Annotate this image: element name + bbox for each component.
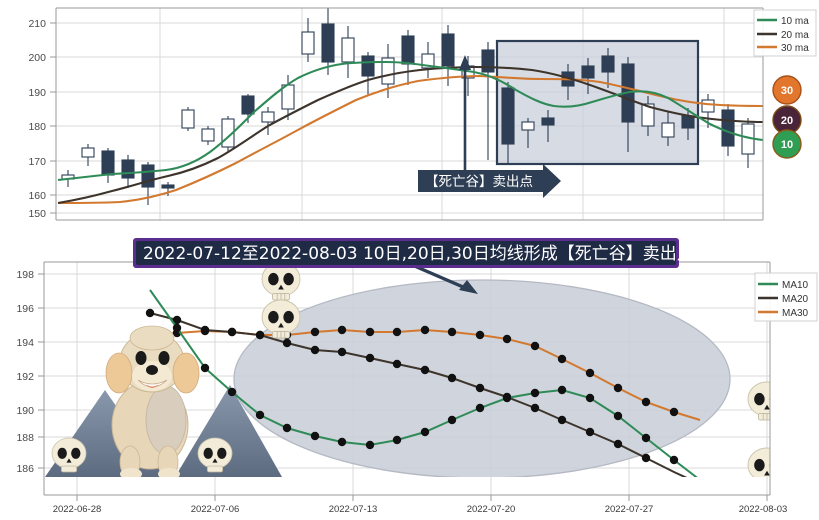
ma10-points — [172, 323, 679, 465]
annotation-label: 【死亡谷】卖出点 — [425, 174, 533, 190]
skull-icon — [261, 262, 301, 301]
y-tick-label: 160 — [28, 190, 46, 202]
y-tick-label: 198 — [16, 269, 34, 281]
y-axis-top: 210 200 190 180 170 160 150 — [28, 8, 57, 220]
x-tick-label: 2022-08-03 — [739, 504, 788, 515]
y-tick-label: 190 — [28, 87, 46, 99]
ma-badge-30: 30 — [772, 75, 802, 105]
x-tick-label: 2022-07-06 — [191, 504, 240, 515]
legend-label-ma20: MA20 — [782, 294, 809, 305]
legend-top-chart: 10 ma 20 ma 30 ma — [753, 9, 817, 57]
legend-label-ma20: 20 ma — [781, 30, 809, 41]
legend-label-ma10: 10 ma — [781, 16, 809, 27]
legend-label-ma30: 30 ma — [781, 43, 809, 54]
x-tick-label: 2022-07-20 — [467, 504, 516, 515]
highlight-region-box — [495, 39, 700, 166]
candlestick-svg: 210 200 190 180 170 160 150 — [28, 7, 817, 221]
y-tick-label: 170 — [28, 156, 46, 168]
ma-badge-20: 20 — [772, 105, 802, 135]
death-valley-annotation-banner: 【死亡谷】卖出点 — [418, 164, 561, 198]
ma-badge-20-label: 20 — [781, 115, 793, 127]
skull-icon — [197, 437, 233, 473]
x-tick-label: 2022-07-27 — [605, 504, 654, 515]
death-valley-pointer-arrowhead — [459, 55, 471, 70]
ma10-line — [57, 60, 763, 182]
ma-detail-svg: 198 196 194 192 190 188 186 — [16, 256, 818, 515]
legend-label-ma10: MA10 — [782, 280, 809, 291]
y-tick-label: 150 — [28, 208, 46, 220]
ma30-line — [57, 74, 763, 205]
y-tick-label: 192 — [16, 371, 34, 383]
y-axis-bottom: 198 196 194 192 190 188 186 — [16, 262, 45, 495]
candlestick-chart-panel: 210 200 190 180 170 160 150 — [0, 0, 819, 240]
y-tick-label: 196 — [16, 303, 34, 315]
annotation-arrow-shape — [418, 164, 561, 198]
death-valley-highlight-ellipse — [233, 279, 731, 477]
y-tick-label: 186 — [16, 463, 34, 475]
poodle-dog-graphic — [105, 325, 200, 477]
x-tick-label: 2022-06-28 — [53, 504, 102, 515]
skull-icon — [51, 437, 87, 473]
x-tick-label: 2022-07-13 — [329, 504, 378, 515]
skull-icon — [747, 381, 770, 421]
ma-detail-chart-panel: 198 196 194 192 190 188 186 — [0, 240, 819, 520]
skull-icon — [261, 299, 301, 339]
y-tick-label: 190 — [16, 405, 34, 417]
y-tick-label: 210 — [28, 18, 46, 30]
x-axis: 2022-06-28 2022-07-06 2022-07-13 2022-07… — [53, 495, 788, 515]
y-tick-label: 188 — [16, 432, 34, 444]
ma-badge-10-label: 10 — [781, 139, 793, 151]
ma20-line — [57, 65, 763, 205]
legend-bottom-chart: MA10 MA20 MA30 — [754, 272, 818, 322]
ma-badge-10: 10 — [772, 129, 802, 159]
skull-icon — [747, 447, 770, 477]
ma-badge-30-label: 30 — [781, 85, 793, 97]
y-tick-label: 200 — [28, 52, 46, 64]
legend-label-ma30: MA30 — [782, 308, 809, 319]
y-tick-label: 180 — [28, 121, 46, 133]
y-tick-label: 194 — [16, 337, 34, 349]
